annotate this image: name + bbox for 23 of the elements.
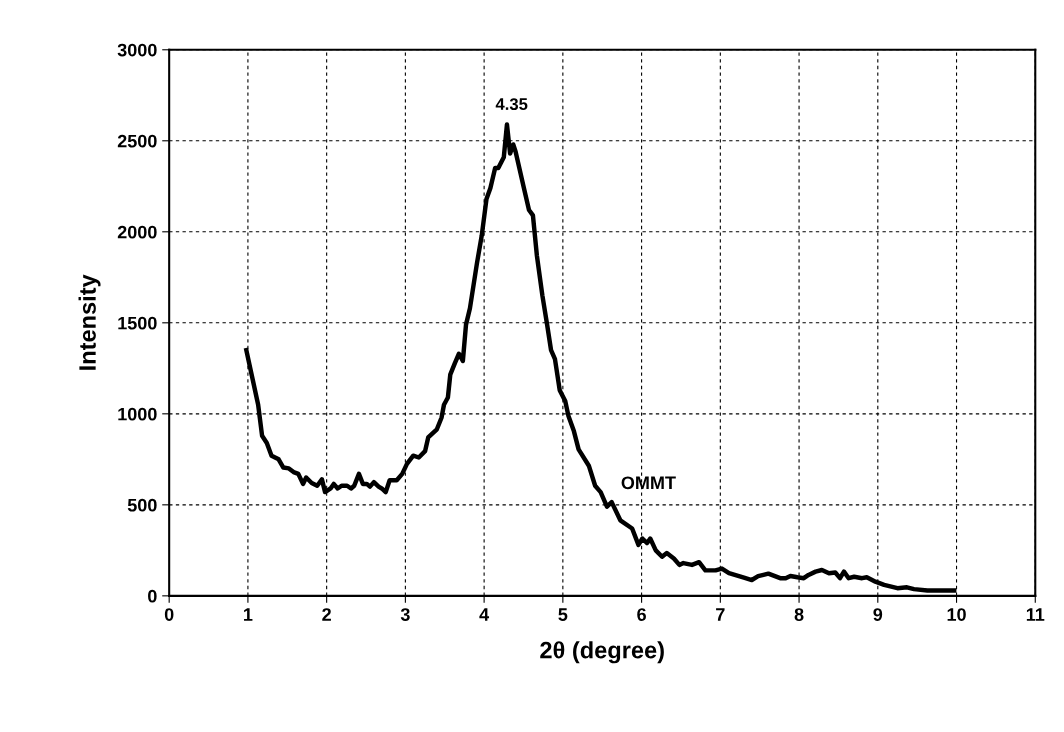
x-tick-label: 5 xyxy=(558,608,568,621)
x-tick-label: 11 xyxy=(1026,608,1045,621)
x-tick-label: 7 xyxy=(716,608,725,621)
x-tick-label: 1 xyxy=(244,608,253,621)
y-tick-label: 2500 xyxy=(117,134,157,148)
y-tick-label: 0 xyxy=(148,589,157,603)
series-label: OMMT xyxy=(621,476,676,490)
x-tick-label: 6 xyxy=(637,608,646,621)
x-tick-label: 9 xyxy=(873,608,883,621)
y-tick-label: 500 xyxy=(127,498,157,512)
x-tick-label: 2 xyxy=(322,608,331,621)
x-tick-label: 8 xyxy=(794,608,804,621)
x-tick-label: 4 xyxy=(479,608,490,621)
y-axis-title: Intensity xyxy=(78,274,101,370)
annotation: 4.35 xyxy=(495,98,528,111)
x-tick-label: 10 xyxy=(947,608,966,621)
x-tick-label: 0 xyxy=(164,608,174,621)
y-tick-label: 1000 xyxy=(118,407,157,421)
y-tick-label: 1500 xyxy=(118,316,157,330)
y-tick-label: 2000 xyxy=(117,225,157,239)
x-tick-label: 3 xyxy=(400,608,410,621)
x-axis-title: 2θ (degree) xyxy=(540,641,664,664)
y-tick-label: 3000 xyxy=(117,43,157,57)
